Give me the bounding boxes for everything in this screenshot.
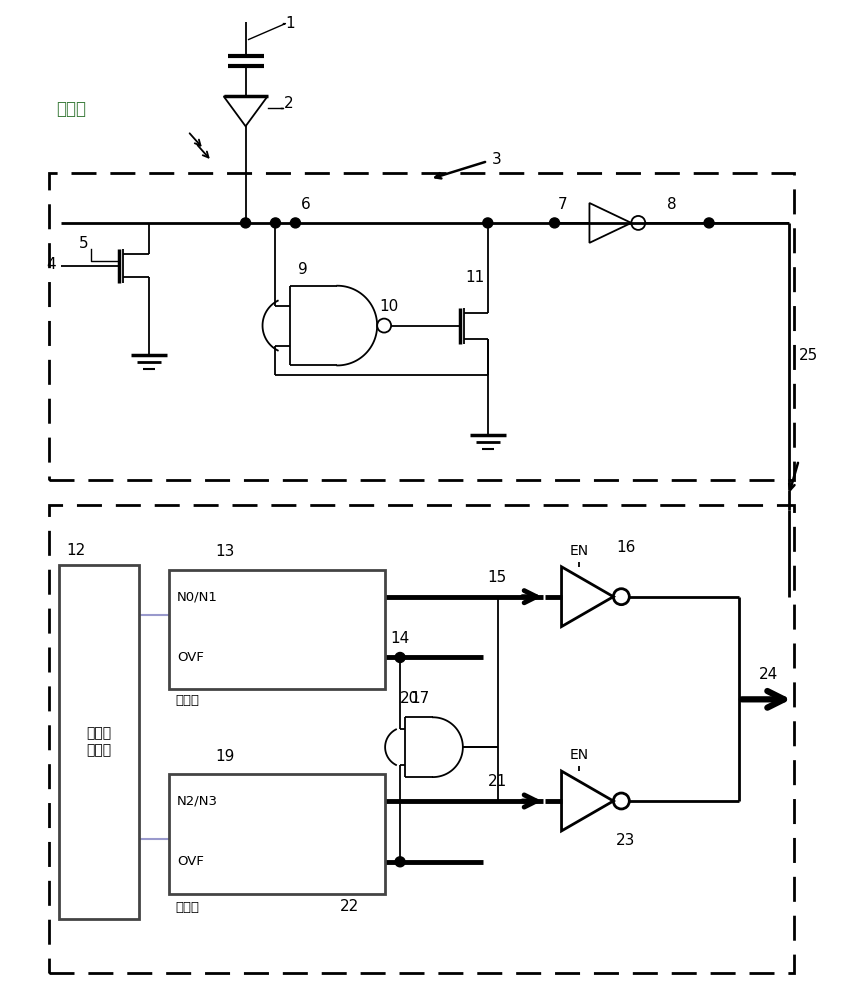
Text: 25: 25 bbox=[799, 348, 818, 363]
Circle shape bbox=[704, 218, 714, 228]
Text: EN: EN bbox=[570, 748, 589, 762]
Circle shape bbox=[483, 218, 493, 228]
Text: 16: 16 bbox=[616, 540, 636, 555]
Text: 20: 20 bbox=[400, 691, 420, 706]
Text: OVF: OVF bbox=[177, 855, 204, 868]
Text: 2: 2 bbox=[283, 96, 293, 111]
Text: 8: 8 bbox=[667, 197, 677, 212]
Text: 19: 19 bbox=[215, 749, 235, 764]
Text: 13: 13 bbox=[215, 544, 235, 559]
Text: 22: 22 bbox=[341, 899, 359, 914]
Text: 计数器: 计数器 bbox=[176, 694, 200, 707]
Text: 光信号: 光信号 bbox=[56, 100, 87, 118]
Text: 计数器: 计数器 bbox=[176, 901, 200, 914]
Bar bbox=[169, 570, 385, 689]
Circle shape bbox=[241, 218, 251, 228]
Text: 9: 9 bbox=[299, 262, 308, 277]
Text: 12: 12 bbox=[66, 543, 86, 558]
Text: OVF: OVF bbox=[177, 651, 204, 664]
Text: 10: 10 bbox=[379, 299, 399, 314]
Text: 24: 24 bbox=[759, 667, 778, 682]
Text: 5: 5 bbox=[79, 236, 89, 251]
Text: EN: EN bbox=[570, 544, 589, 558]
Text: 14: 14 bbox=[390, 631, 410, 646]
Text: 1: 1 bbox=[285, 16, 295, 31]
Text: 多路选
择开关: 多路选 择开关 bbox=[87, 727, 112, 757]
Text: 3: 3 bbox=[492, 152, 501, 167]
Text: 11: 11 bbox=[465, 270, 484, 285]
Circle shape bbox=[549, 218, 559, 228]
Bar bbox=[59, 565, 139, 919]
Text: N2/N3: N2/N3 bbox=[177, 795, 218, 808]
Text: 21: 21 bbox=[488, 774, 507, 789]
Bar bbox=[50, 505, 794, 973]
Text: 7: 7 bbox=[558, 197, 567, 212]
Bar bbox=[50, 173, 794, 480]
Text: 6: 6 bbox=[300, 197, 310, 212]
Text: 4: 4 bbox=[46, 257, 56, 272]
Text: 23: 23 bbox=[616, 833, 636, 848]
Text: 15: 15 bbox=[488, 570, 507, 585]
Text: 17: 17 bbox=[410, 691, 429, 706]
Circle shape bbox=[271, 218, 280, 228]
Circle shape bbox=[395, 652, 405, 662]
Text: N0/N1: N0/N1 bbox=[177, 590, 218, 603]
Circle shape bbox=[395, 857, 405, 867]
Circle shape bbox=[290, 218, 300, 228]
Bar bbox=[169, 774, 385, 894]
